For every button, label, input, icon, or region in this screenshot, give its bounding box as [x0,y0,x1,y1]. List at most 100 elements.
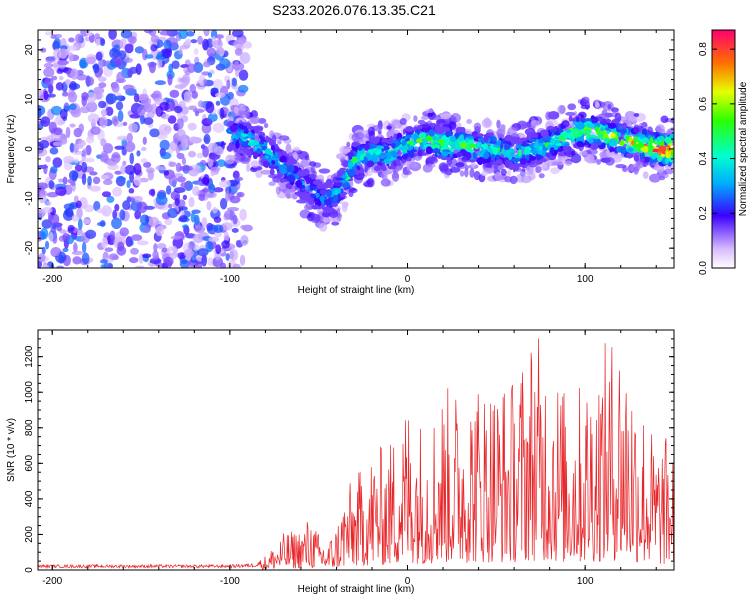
noise-blob [160,152,172,160]
noise-blob [231,228,239,233]
noise-blob [52,234,58,244]
noise-blob [52,247,60,257]
ridge-blob [381,138,390,143]
ridge-blob [550,137,556,145]
noise-blob [233,61,240,72]
noise-blob [53,48,62,60]
ridge-blob [639,151,645,160]
noise-blob [180,64,190,69]
ridge-blob [378,165,382,171]
noise-blob [116,176,126,181]
ridge-blob [458,135,463,142]
noise-blob [108,253,119,261]
noise-blob [43,163,48,175]
noise-blob [219,179,231,188]
noise-blob [213,187,224,193]
noise-blob [90,126,101,136]
noise-blob [203,30,210,37]
halo-blob [238,111,250,118]
noise-blob [71,170,78,182]
ridge-blob [541,158,547,163]
noise-blob [69,142,75,153]
x-tick-label: 100 [577,576,594,587]
noise-blob [128,122,138,133]
noise-blob [210,166,221,173]
halo-blob [557,104,566,115]
ridge-blob [410,149,418,153]
noise-blob [213,224,224,233]
ridge-blob [476,133,484,138]
noise-blob [101,191,112,198]
noise-blob [92,63,100,74]
ridge-blob [605,118,612,123]
noise-blob [205,240,214,253]
noise-blob [181,157,187,166]
ridge-blob [270,141,276,147]
noise-blob [155,166,167,171]
noise-blob [71,214,79,222]
noise-blob [167,207,178,219]
halo-blob [570,151,576,156]
ridge-blob [287,168,291,173]
noise-blob [214,92,226,98]
noise-blob [111,217,122,230]
ridge-blob [376,145,385,150]
noise-blob [242,41,253,49]
ridge-blob [270,144,275,151]
ridge-blob [366,160,375,168]
halo-blob [391,119,403,129]
ridge-blob [670,150,674,158]
noise-blob [57,59,69,66]
noise-blob [97,58,104,70]
ridge-blob [280,168,288,175]
ridge-blob [326,189,332,198]
noise-blob [203,78,208,84]
ridge-blob [619,141,625,146]
noise-blob [112,186,123,197]
noise-blob [194,214,200,226]
ridge-blob [420,133,425,139]
halo-blob [250,160,260,168]
ridge-blob [285,161,294,166]
ridge-blob [431,144,441,150]
noise-blob [160,113,170,120]
noise-blob [55,82,64,91]
snr-x-axis: -200 -100 0 100 [42,330,657,587]
noise-blob [124,141,136,153]
ridge-blob [573,143,577,148]
noise-blob [140,96,152,106]
noise-blob [185,38,192,46]
noise-blob [188,262,196,268]
noise-blob [73,142,79,153]
ridge-blob [433,147,439,154]
halo-blob [284,188,296,199]
noise-blob [134,46,145,54]
colorbar-tick-label: 0.6 [698,96,709,110]
ridge-blob [456,151,463,158]
ridge-blob [543,136,553,141]
noise-blob [69,103,77,111]
noise-blob [102,179,113,186]
noise-blob [212,122,225,134]
noise-blob [43,67,55,78]
halo-blob [275,186,281,195]
noise-blob [187,122,197,131]
noise-blob [202,145,210,158]
colorbar-tick-label: 0.8 [698,42,709,56]
noise-blob [215,34,224,39]
halo-blob [493,164,499,170]
halo-blob [473,170,481,181]
halo-blob [506,169,512,177]
noise-blob [234,47,243,56]
halo-blob [611,107,619,113]
noise-blob [100,138,107,147]
colorbar-ticks: 0.0 0.2 0.4 0.6 0.8 [698,42,735,275]
ridge-blob [341,182,351,189]
ridge-blob [360,154,364,161]
noise-blob [55,186,67,196]
noise-blob [232,30,244,38]
noise-blob [133,93,140,103]
halo-blob [564,160,573,166]
noise-blob [176,152,185,160]
halo-blob [633,166,639,175]
